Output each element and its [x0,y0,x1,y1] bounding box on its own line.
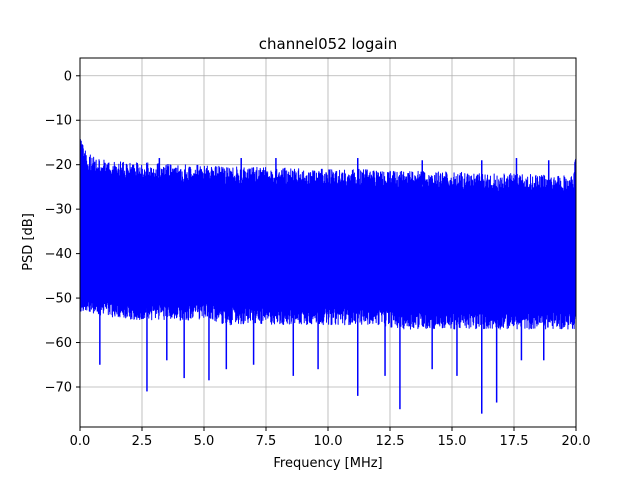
x-axis-ticks: 0.0 2.5 5.0 7.5 10.0 12.5 15.0 17.5 20.0 [70,427,591,449]
x-tick-label: 7.5 [256,434,277,449]
x-tick-label: 2.5 [132,434,153,449]
x-tick-label: 15.0 [438,434,467,449]
x-tick-label: 12.5 [376,434,405,449]
x-tick-label: 10.0 [314,434,343,449]
y-tick-label: −60 [45,336,72,351]
x-tick-label: 5.0 [194,434,215,449]
plot-series [79,138,577,414]
y-tick-label: −20 [45,158,72,173]
y-tick-label: −50 [45,292,72,307]
y-tick-label: −40 [45,247,72,262]
x-tick-label: 0.0 [70,434,91,449]
y-tick-label: −70 [45,380,72,395]
x-tick-label: 17.5 [500,434,529,449]
y-tick-label: 0 [64,69,72,84]
y-tick-label: −10 [45,114,72,129]
psd-trace [79,138,577,330]
y-axis-ticks: 0 −10 −20 −30 −40 −50 −60 −70 [45,69,80,395]
x-axis-label: Frequency [MHz] [273,456,382,471]
x-tick-label: 20.0 [562,434,591,449]
y-tick-label: −30 [45,203,72,218]
chart-title: channel052 logain [259,35,398,53]
y-axis-label: PSD [dB] [21,213,36,271]
